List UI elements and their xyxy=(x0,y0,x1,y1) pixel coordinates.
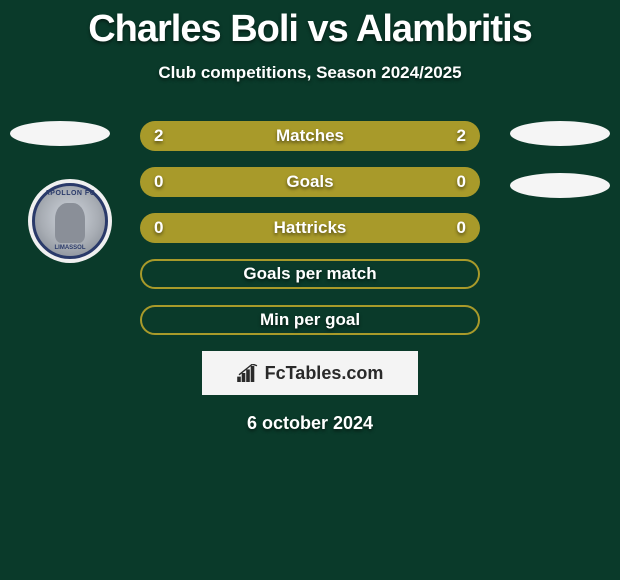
brand-text: FcTables.com xyxy=(265,363,384,384)
stat-label: Hattricks xyxy=(274,218,347,238)
club-badge-figure xyxy=(55,203,85,243)
stat-bar: 0 Hattricks 0 xyxy=(140,213,480,243)
player-right-badge-1 xyxy=(510,121,610,146)
club-badge-top-text: APOLLON FC xyxy=(35,190,105,197)
brand-box: FcTables.com xyxy=(202,351,418,395)
club-badge-inner: APOLLON FC LIMASSOL xyxy=(32,183,108,259)
bars-icon xyxy=(237,364,259,382)
stat-label: Goals xyxy=(286,172,333,192)
page-title: Charles Boli vs Alambritis xyxy=(0,0,620,51)
stat-bars: 2 Matches 2 0 Goals 0 0 Hattricks 0 Goals per mat… xyxy=(140,121,480,335)
stat-bar: Min per goal xyxy=(140,305,480,335)
stat-bar: 2 Matches 2 xyxy=(140,121,480,151)
club-badge: APOLLON FC LIMASSOL xyxy=(28,179,112,263)
date-text: 6 october 2024 xyxy=(0,413,620,434)
player-left-badge xyxy=(10,121,110,146)
stat-value-left: 2 xyxy=(154,126,163,146)
stat-bar: 0 Goals 0 xyxy=(140,167,480,197)
stat-value-left: 0 xyxy=(154,172,163,192)
page-subtitle: Club competitions, Season 2024/2025 xyxy=(0,63,620,83)
stat-label: Matches xyxy=(276,126,344,146)
stat-value-right: 0 xyxy=(457,172,466,192)
stat-label: Goals per match xyxy=(243,264,376,284)
club-badge-bottom-text: LIMASSOL xyxy=(35,245,105,251)
stat-value-right: 0 xyxy=(457,218,466,238)
player-right-badge-2 xyxy=(510,173,610,198)
stat-label: Min per goal xyxy=(260,310,360,330)
stat-value-right: 2 xyxy=(457,126,466,146)
stat-bar: Goals per match xyxy=(140,259,480,289)
comparison-content: APOLLON FC LIMASSOL 2 Matches 2 0 Goals 0 0 Hat… xyxy=(0,121,620,434)
stat-value-left: 0 xyxy=(154,218,163,238)
